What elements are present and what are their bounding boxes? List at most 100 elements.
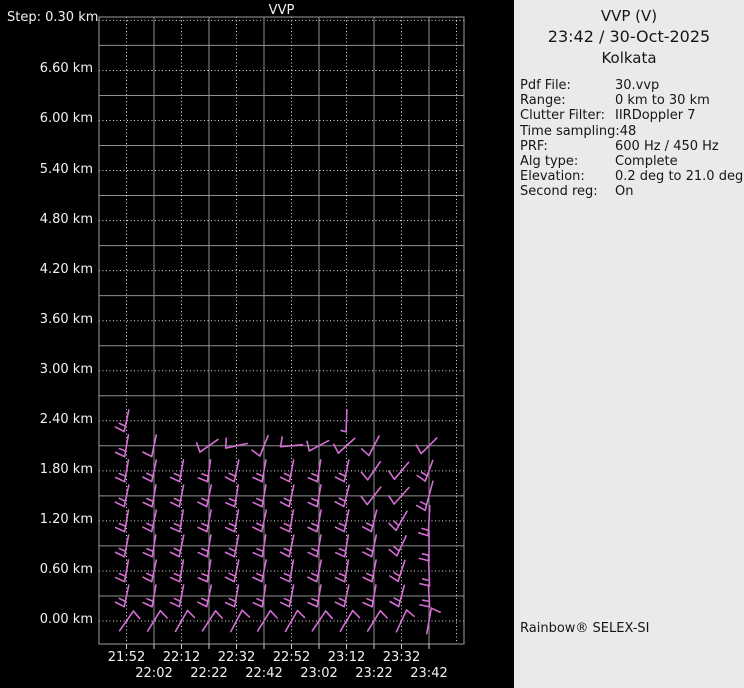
parameter-label: Range: [520, 93, 566, 109]
wind-barb-stroke [228, 472, 237, 477]
wind-barb [360, 435, 380, 457]
wind-barb-stroke [307, 576, 318, 583]
wind-barb-stroke [393, 545, 400, 552]
wind-barb [334, 509, 350, 533]
wind-barb-stroke [307, 551, 318, 558]
wind-barb-stroke [233, 534, 240, 558]
wind-barb-stroke [159, 609, 168, 619]
wind-barb-stroke [421, 527, 430, 532]
parameter-value: On [615, 184, 634, 200]
wind-barb-stroke [142, 501, 153, 508]
wind-barb-stroke [415, 444, 423, 455]
wind-barb-stroke [405, 609, 415, 618]
wind-barb-stroke [178, 559, 185, 583]
wind-barb-stroke [118, 472, 127, 477]
wind-barb-stroke [123, 534, 130, 558]
wind-barb-stroke [306, 440, 311, 452]
wind-barb [279, 436, 304, 448]
plot-title: VVP [268, 3, 295, 18]
wind-barb-stroke [169, 601, 181, 608]
wind-barb-stroke [370, 509, 378, 533]
wind-barb-stroke [146, 572, 154, 578]
wind-barb-stroke [206, 459, 212, 483]
wind-barb-stroke [307, 501, 318, 508]
wind-barb [252, 584, 267, 608]
wind-barb-stroke [224, 501, 236, 508]
parameter-row: Time sampling: 48 [520, 124, 744, 139]
info-panel: VVP (V) 23:42 / 30-Oct-2025 Kolkata Pdf … [514, 0, 744, 688]
wind-barb-stroke [142, 601, 153, 608]
y-axis-label: 3.00 km [39, 361, 93, 377]
wind-barb-stroke [233, 559, 240, 583]
parameter-label: PRF: [520, 138, 548, 154]
wind-barb [279, 584, 295, 608]
wind-barb-stroke [233, 484, 240, 508]
wind-barb-stroke [206, 534, 212, 558]
wind-barb [142, 534, 157, 558]
wind-barb-stroke [256, 572, 264, 578]
wind-barb-stroke [395, 510, 408, 532]
wind-barb [142, 509, 158, 533]
wind-barb-stroke [334, 601, 346, 608]
wind-barb [197, 484, 213, 508]
wind-barb-stroke [118, 547, 127, 553]
wind-barb-stroke [279, 526, 291, 533]
wind-barb [334, 484, 350, 508]
wind-barb-stroke [365, 522, 374, 527]
wind-barb-stroke [178, 459, 185, 483]
wind-barb-stroke [307, 526, 318, 533]
wind-barb-stroke [123, 559, 130, 583]
y-axis-label: 1.20 km [39, 511, 93, 527]
wind-barb [197, 559, 212, 583]
wind-barb [146, 609, 168, 632]
wind-barb-stroke [173, 572, 182, 578]
wind-barb-stroke [201, 473, 210, 478]
wind-barb-stroke [311, 497, 319, 503]
x-axis-label: 23:02 [300, 666, 338, 681]
wind-barb-stroke [114, 501, 126, 508]
wind-barb-stroke [334, 526, 346, 533]
wind-barb-stroke [173, 547, 182, 553]
wind-barb [142, 584, 157, 608]
plot-frame [98, 16, 465, 645]
wind-barb [388, 535, 407, 557]
wind-barb [230, 609, 251, 633]
wind-barb [279, 534, 295, 558]
wind-barb-stroke [360, 471, 369, 481]
wind-barb [334, 459, 350, 483]
wind-barb [169, 484, 185, 508]
y-axis-label: 0.00 km [39, 611, 93, 627]
wind-barb-stroke [389, 600, 400, 608]
wind-barb-stroke [261, 459, 267, 483]
wind-barb-stroke [228, 522, 237, 528]
wind-barb-stroke [142, 551, 154, 558]
wind-barb [252, 459, 267, 483]
wind-barb-stroke [206, 559, 212, 583]
wind-barb-stroke [173, 472, 182, 477]
wind-barb-stroke [146, 597, 154, 603]
wind-barb-stroke [173, 597, 182, 603]
wind-barb-stroke [420, 437, 438, 455]
wind-barb-stroke [279, 576, 291, 583]
wind-barb [340, 408, 348, 433]
wind-barb-stroke [397, 584, 406, 608]
wind-barb-stroke [150, 459, 158, 483]
wind-barb-stroke [114, 601, 126, 608]
wind-barb [334, 534, 350, 558]
wind-barb-stroke [201, 597, 209, 603]
wind-barb-stroke [233, 584, 240, 608]
wind-barb-stroke [114, 576, 126, 583]
wind-barb [279, 509, 295, 533]
wind-barb-stroke [334, 476, 346, 483]
wind-barb [114, 434, 130, 458]
wind-barb-stroke [169, 576, 181, 583]
wind-barb-stroke [307, 601, 318, 608]
x-axis-label: 23:32 [382, 650, 421, 665]
wind-barb-stroke [366, 460, 382, 481]
wind-barb-stroke [343, 584, 350, 608]
wind-barb [252, 484, 267, 508]
wind-barb-stroke [393, 571, 401, 577]
parameter-row: Second reg: On [520, 184, 744, 199]
wind-barb-stroke [427, 584, 431, 608]
parameter-label: Elevation: [520, 169, 585, 185]
